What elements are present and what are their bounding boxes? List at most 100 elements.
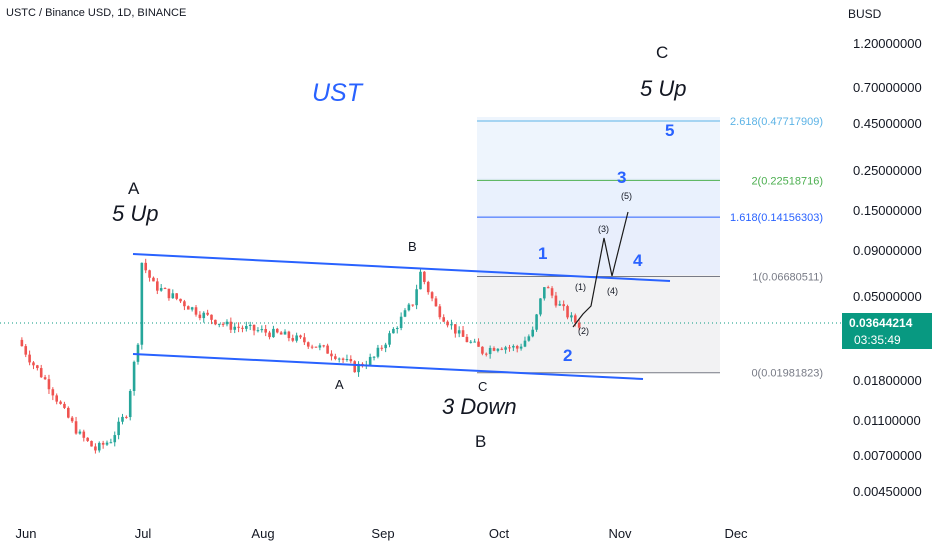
candle-body	[481, 346, 484, 354]
fib-zone-0-1	[477, 275, 720, 373]
projected-wave-path[interactable]	[572, 211, 629, 328]
channel-point-b: B	[408, 239, 417, 254]
fib-label: 1(0.06680511)	[752, 272, 823, 284]
candle-body	[407, 304, 411, 311]
candle-body	[217, 323, 221, 325]
candle-body	[78, 431, 82, 434]
candle-body	[148, 270, 151, 278]
y-tick: 0.01800000	[853, 373, 922, 388]
candle-body	[504, 347, 507, 350]
wave-4-label: 4	[633, 251, 643, 270]
candle-body	[527, 336, 531, 341]
candle-body	[539, 298, 542, 315]
candle-body	[59, 401, 62, 404]
candle-body	[295, 335, 298, 341]
currency-unit: BUSD	[848, 7, 882, 21]
candle-body	[454, 324, 457, 334]
candle-body	[438, 306, 442, 318]
candle-body	[446, 321, 449, 326]
candle-body	[175, 293, 178, 299]
candle-body	[70, 417, 74, 422]
candle-body	[190, 307, 194, 310]
y-tick: 0.15000000	[853, 203, 922, 218]
fib-label: 0(0.01981823)	[751, 368, 823, 380]
candle-body	[63, 403, 66, 408]
wave-5-label: 5	[665, 121, 674, 140]
wave-1-label: 1	[538, 244, 547, 263]
candle-body	[163, 288, 167, 290]
candle-body	[349, 359, 353, 362]
channel-lower-line[interactable]	[132, 353, 644, 380]
candle-body	[74, 421, 78, 434]
candle-body	[531, 329, 535, 337]
candle-body	[179, 298, 182, 302]
candle-body	[523, 340, 527, 347]
channel-point-c: C	[478, 379, 487, 394]
candle-body	[512, 346, 515, 348]
sub-wave-5: (5)	[621, 191, 632, 201]
wave-c-label: 5 Up	[640, 76, 686, 101]
candle-body	[430, 292, 434, 299]
sub-wave-2: (2)	[578, 326, 589, 336]
candle-body	[388, 333, 391, 345]
candle-body	[469, 341, 473, 343]
candle-body	[380, 347, 384, 349]
candle-body	[345, 359, 349, 361]
annotations: UST A 5 Up C 5 Up 3 Down B A B C 1 2 3 4…	[112, 43, 686, 451]
candle-body	[461, 330, 465, 337]
candle-body	[303, 337, 306, 343]
candle-body	[434, 298, 438, 307]
candle-body	[465, 336, 469, 343]
candle-body	[132, 361, 136, 391]
candle-body	[260, 329, 264, 331]
candle-body	[558, 304, 562, 306]
candle-body	[113, 435, 117, 443]
candle-body	[326, 345, 329, 354]
x-tick: Aug	[251, 526, 274, 541]
y-tick: 0.00450000	[853, 484, 922, 499]
candle-body	[426, 281, 430, 293]
candle-body	[125, 416, 128, 418]
fib-label: 2.618(0.47717909)	[730, 116, 823, 128]
candle-body	[519, 346, 523, 349]
candle-body	[194, 307, 198, 315]
candle-body	[566, 306, 569, 318]
candle-body	[24, 346, 28, 355]
candle-body	[36, 365, 39, 369]
candle-body	[152, 277, 155, 282]
candle-body	[144, 262, 148, 271]
fib-levels: 0(0.01981823) 1(0.06680511) 1.618(0.141563…	[477, 116, 823, 380]
candle-body	[94, 446, 97, 451]
candle-body	[117, 421, 120, 436]
candle-body	[484, 353, 488, 355]
candle-body	[488, 347, 492, 355]
last-price-value: 0.03644214	[849, 316, 913, 330]
candle-body	[376, 347, 380, 357]
candle-body	[291, 338, 295, 341]
candle-body	[210, 314, 213, 320]
candle-body	[415, 289, 418, 306]
candle-body	[101, 442, 105, 445]
candle-body	[97, 442, 101, 451]
sub-wave-4: (4)	[607, 286, 618, 296]
candle-body	[20, 339, 24, 347]
candle-body	[214, 319, 217, 325]
candle-body	[39, 368, 43, 378]
candle-body	[105, 442, 109, 445]
candle-body	[55, 395, 58, 402]
candle-body	[202, 312, 206, 319]
candle-body	[535, 314, 538, 330]
candle-body	[496, 348, 500, 351]
y-tick: 0.05000000	[853, 289, 922, 304]
candle-body	[140, 262, 144, 345]
candles	[20, 258, 581, 454]
candle-body	[221, 323, 225, 325]
wave-2-label: 2	[563, 346, 572, 365]
candle-body	[287, 331, 291, 339]
candle-body	[500, 348, 504, 350]
y-tick: 0.00700000	[853, 448, 922, 463]
candle-body	[43, 377, 47, 380]
channel-upper-line[interactable]	[132, 253, 671, 282]
bar-countdown: 03:35:49	[854, 333, 901, 347]
